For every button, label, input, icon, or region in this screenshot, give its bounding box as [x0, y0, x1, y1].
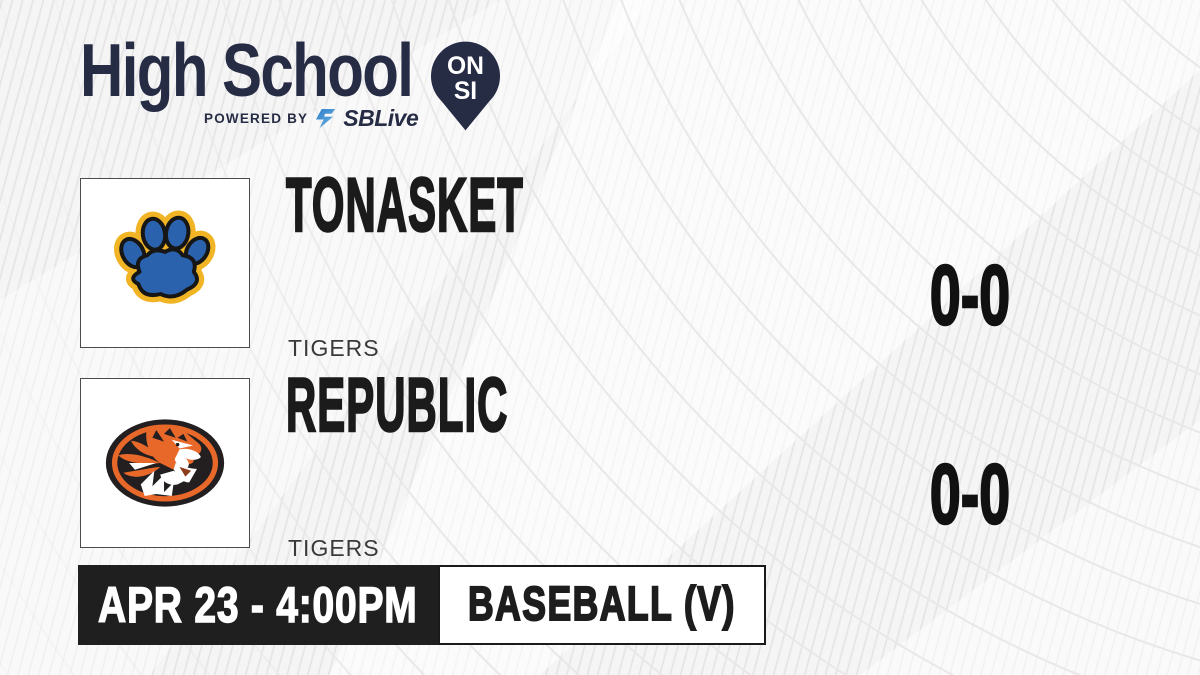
powered-by-label: POWERED BY — [204, 111, 309, 126]
team-name: TONASKET — [285, 163, 524, 248]
team-mascot: TIGERS — [288, 535, 380, 561]
brand-title: High School — [80, 28, 414, 112]
tonasket-paw-icon — [103, 201, 227, 325]
team-name: REPUBLIC — [285, 363, 509, 448]
team-logo-box — [80, 378, 250, 548]
team-record: 0-0 — [929, 248, 1011, 342]
republic-tiger-icon — [105, 419, 225, 507]
team-logo-box — [80, 178, 250, 348]
sblive-icon — [316, 108, 336, 129]
team-mascot: TIGERS — [288, 335, 380, 361]
game-datetime: APR 23 - 4:00PM — [98, 577, 418, 633]
pin-line1: ON — [447, 53, 484, 80]
pin-line2: SI — [454, 78, 477, 105]
game-datetime-box: APR 23 - 4:00PM — [78, 565, 438, 645]
sblive-wordmark: SBLive — [343, 105, 419, 131]
onsi-pin-icon: ON SI — [430, 41, 501, 131]
game-sport-box: BASEBALL (V) — [438, 565, 766, 645]
powered-by-row: POWERED BY SBLive — [204, 105, 419, 132]
game-sport: BASEBALL (V) — [467, 578, 736, 631]
team-record: 0-0 — [929, 447, 1011, 541]
